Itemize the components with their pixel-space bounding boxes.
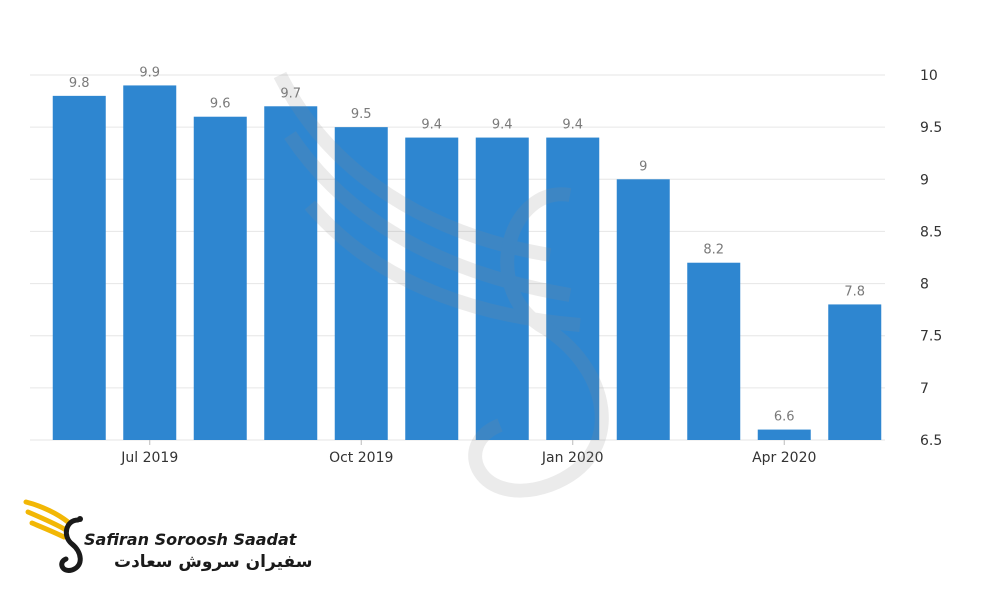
bar — [123, 85, 177, 440]
y-tick-label: 6.5 — [920, 433, 942, 449]
company-logo: Safiran Soroosh Saadat سفیران سروش سعادت — [22, 492, 322, 582]
x-tick-label: Jul 2019 — [120, 450, 178, 466]
data-label: 9.7 — [280, 86, 301, 101]
bar — [546, 137, 600, 441]
bar — [193, 116, 247, 440]
data-label: 9 — [639, 159, 647, 174]
data-label: 9.8 — [69, 76, 90, 91]
data-label: 9.4 — [421, 118, 442, 133]
data-label: 9.4 — [492, 118, 513, 133]
x-tick-label: Oct 2019 — [329, 450, 393, 466]
x-tick-label: Apr 2020 — [752, 450, 816, 466]
y-axis: 6.5 7 7.5 8 8.5 9 9.5 10 — [920, 68, 942, 449]
x-tick-label: Jan 2020 — [541, 450, 604, 466]
logo-text-english: Safiran Soroosh Saadat — [84, 530, 297, 549]
data-label: 9.9 — [139, 65, 160, 80]
data-label: 9.4 — [562, 118, 583, 133]
data-label: 8.2 — [703, 243, 724, 258]
data-label: 9.5 — [351, 107, 372, 122]
bar — [616, 179, 670, 441]
logo-text-persian: سفیران سروش سعادت — [114, 552, 313, 572]
y-tick-label: 8 — [920, 277, 929, 293]
data-label: 7.8 — [844, 284, 865, 299]
y-tick-label: 10 — [920, 68, 938, 84]
value-labels: 9.8 9.9 9.6 9.7 9.5 9.4 9.4 9.4 9 8.2 6.6 7.8 — [69, 65, 865, 424]
data-label: 6.6 — [774, 410, 795, 425]
bar — [757, 429, 811, 440]
bar-chart: 9.8 9.9 9.6 9.7 9.5 9.4 9.4 9.4 9 8.2 6.6 7.8 6.5 7 7… — [30, 65, 942, 466]
y-tick-label: 7.5 — [920, 329, 942, 345]
y-tick-label: 9.5 — [920, 120, 942, 136]
y-tick-label: 9 — [920, 172, 929, 188]
swan-logo-icon — [23, 499, 83, 573]
bar — [264, 106, 318, 441]
bar — [405, 137, 459, 441]
bar — [828, 304, 882, 440]
bars — [52, 85, 882, 441]
data-label: 9.6 — [210, 97, 231, 112]
y-tick-label: 8.5 — [920, 224, 942, 240]
bar — [687, 262, 741, 440]
bar — [52, 95, 106, 440]
bar — [334, 127, 388, 441]
y-tick-label: 7 — [920, 381, 929, 397]
bar — [475, 137, 529, 441]
x-axis: Jul 2019 Oct 2019 Jan 2020 Apr 2020 — [120, 440, 816, 466]
